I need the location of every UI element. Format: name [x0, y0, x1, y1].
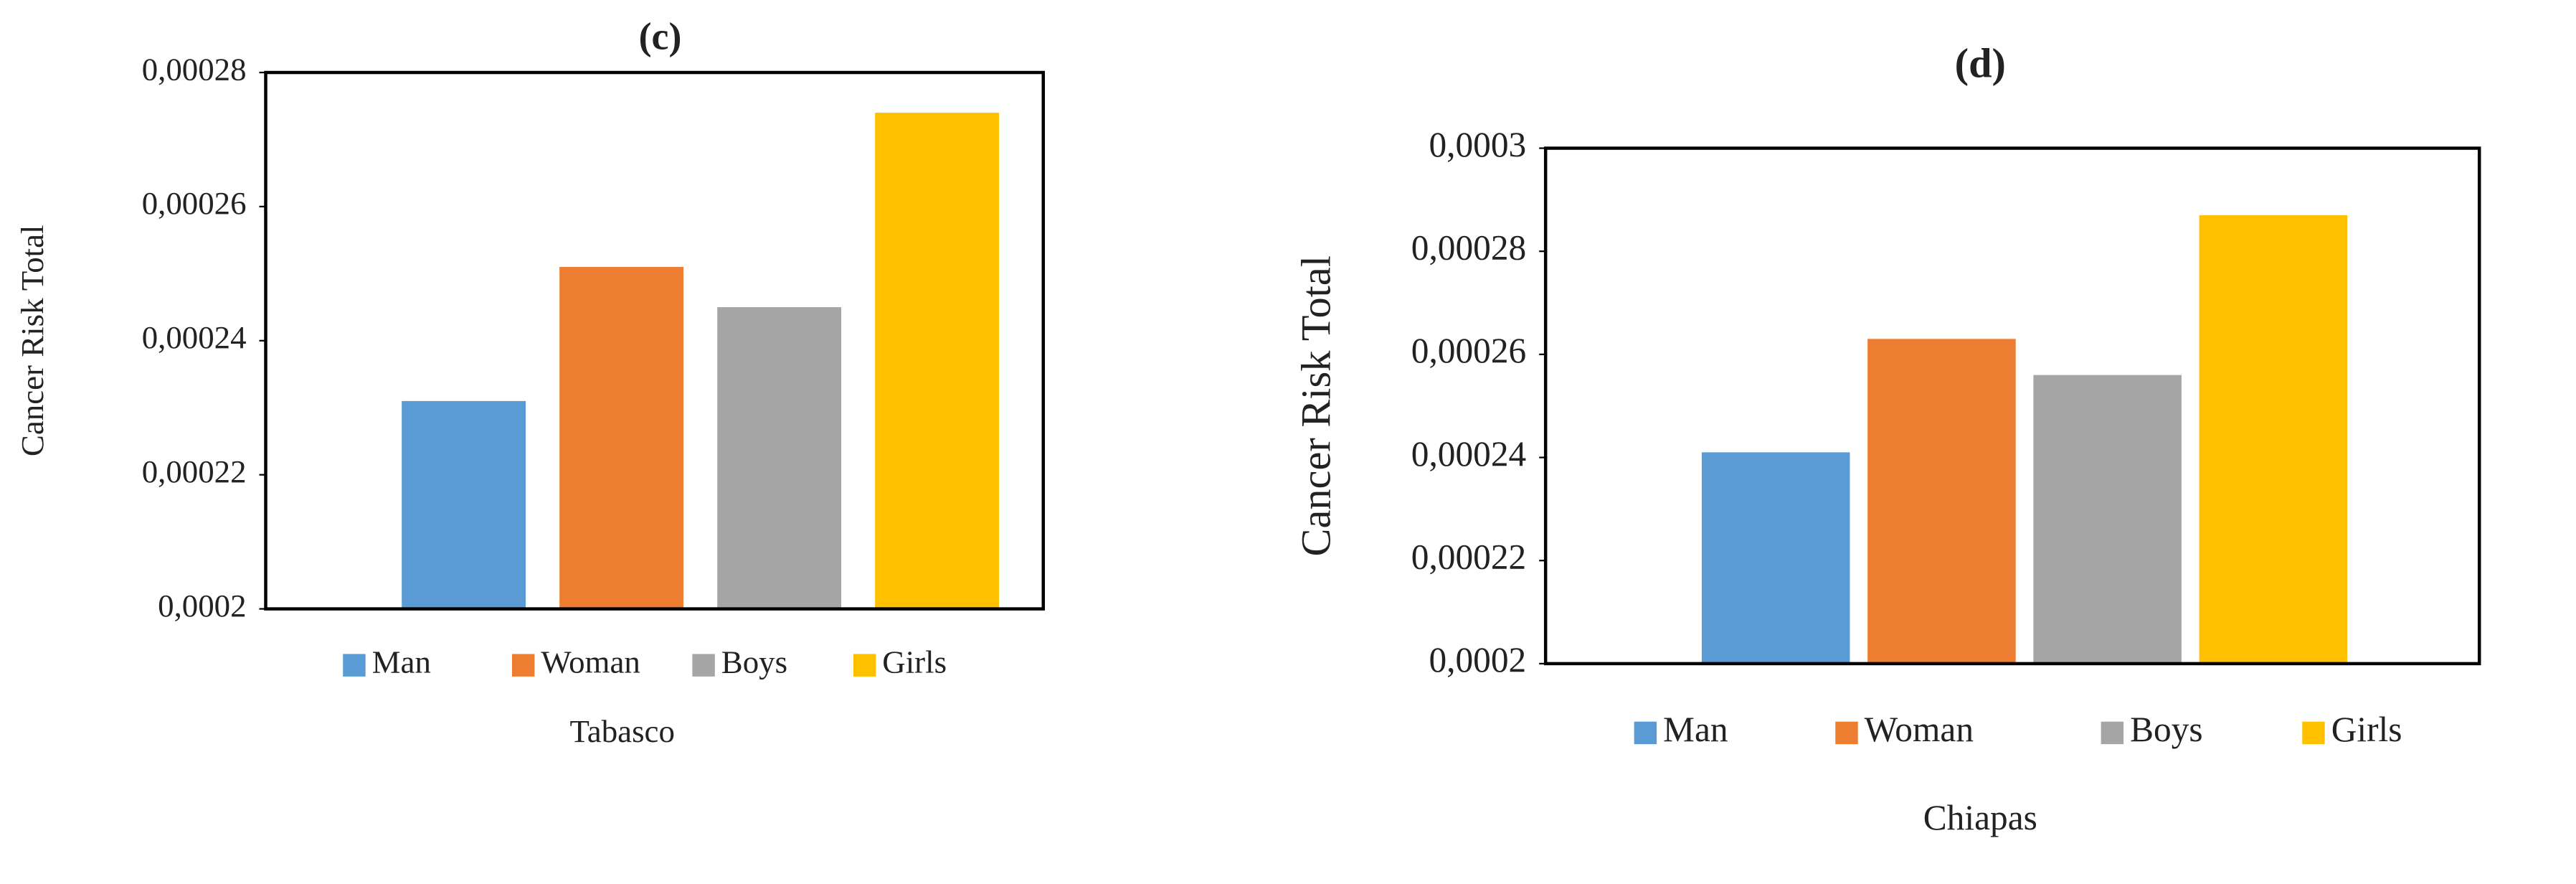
y-axis-label: Cancer Risk Total — [14, 225, 50, 457]
plot-frame — [1543, 146, 2481, 666]
legend-swatch — [1835, 721, 1858, 745]
chart-title: (d) — [1955, 40, 2006, 87]
legend-swatch — [511, 654, 535, 677]
legend-label: Boys — [721, 644, 787, 680]
legend-swatch — [692, 654, 715, 677]
y-tick-label: 0,00028 — [142, 51, 247, 87]
bar — [1867, 339, 2016, 664]
bar — [559, 267, 684, 609]
x-axis-label: Chiapas — [1923, 798, 2037, 837]
legend-label: Man — [372, 644, 431, 680]
y-tick-label: 0,00022 — [1411, 537, 1526, 577]
bar — [875, 113, 1000, 609]
y-tick-label: 0,00028 — [1411, 228, 1526, 268]
y-tick-label: 0,00022 — [142, 453, 247, 489]
bar — [717, 307, 842, 609]
y-tick-label: 0,0002 — [1429, 640, 1526, 680]
y-tick-label: 0,00026 — [142, 185, 247, 221]
legend-label: Boys — [2130, 710, 2203, 749]
legend-swatch — [853, 654, 876, 677]
y-tick-label: 0,0003 — [1429, 125, 1526, 164]
bar — [402, 400, 526, 609]
legend-label: Girls — [882, 644, 947, 680]
y-tick-label: 0,00026 — [1411, 331, 1526, 370]
legend-swatch — [343, 654, 366, 677]
y-axis-label: Cancer Risk Total — [1292, 255, 1339, 556]
bar — [2199, 215, 2348, 664]
bar — [1701, 452, 1850, 664]
y-tick-label: 0,00024 — [142, 319, 247, 355]
legend-label: Woman — [541, 644, 640, 680]
legend-swatch — [2302, 721, 2325, 745]
legend-label: Man — [1663, 710, 1728, 749]
y-tick-label: 0,0002 — [158, 588, 246, 624]
y-tick-label: 0,00024 — [1411, 434, 1526, 474]
legend-label: Girls — [2331, 710, 2402, 749]
legend-swatch — [1634, 721, 1657, 745]
legend-label: Woman — [1865, 710, 1974, 749]
legend-swatch — [2101, 721, 2124, 745]
bar — [2033, 375, 2182, 664]
plot-frame — [264, 70, 1046, 611]
x-axis-label: Tabasco — [570, 713, 675, 749]
chart-title: (c) — [639, 14, 682, 57]
